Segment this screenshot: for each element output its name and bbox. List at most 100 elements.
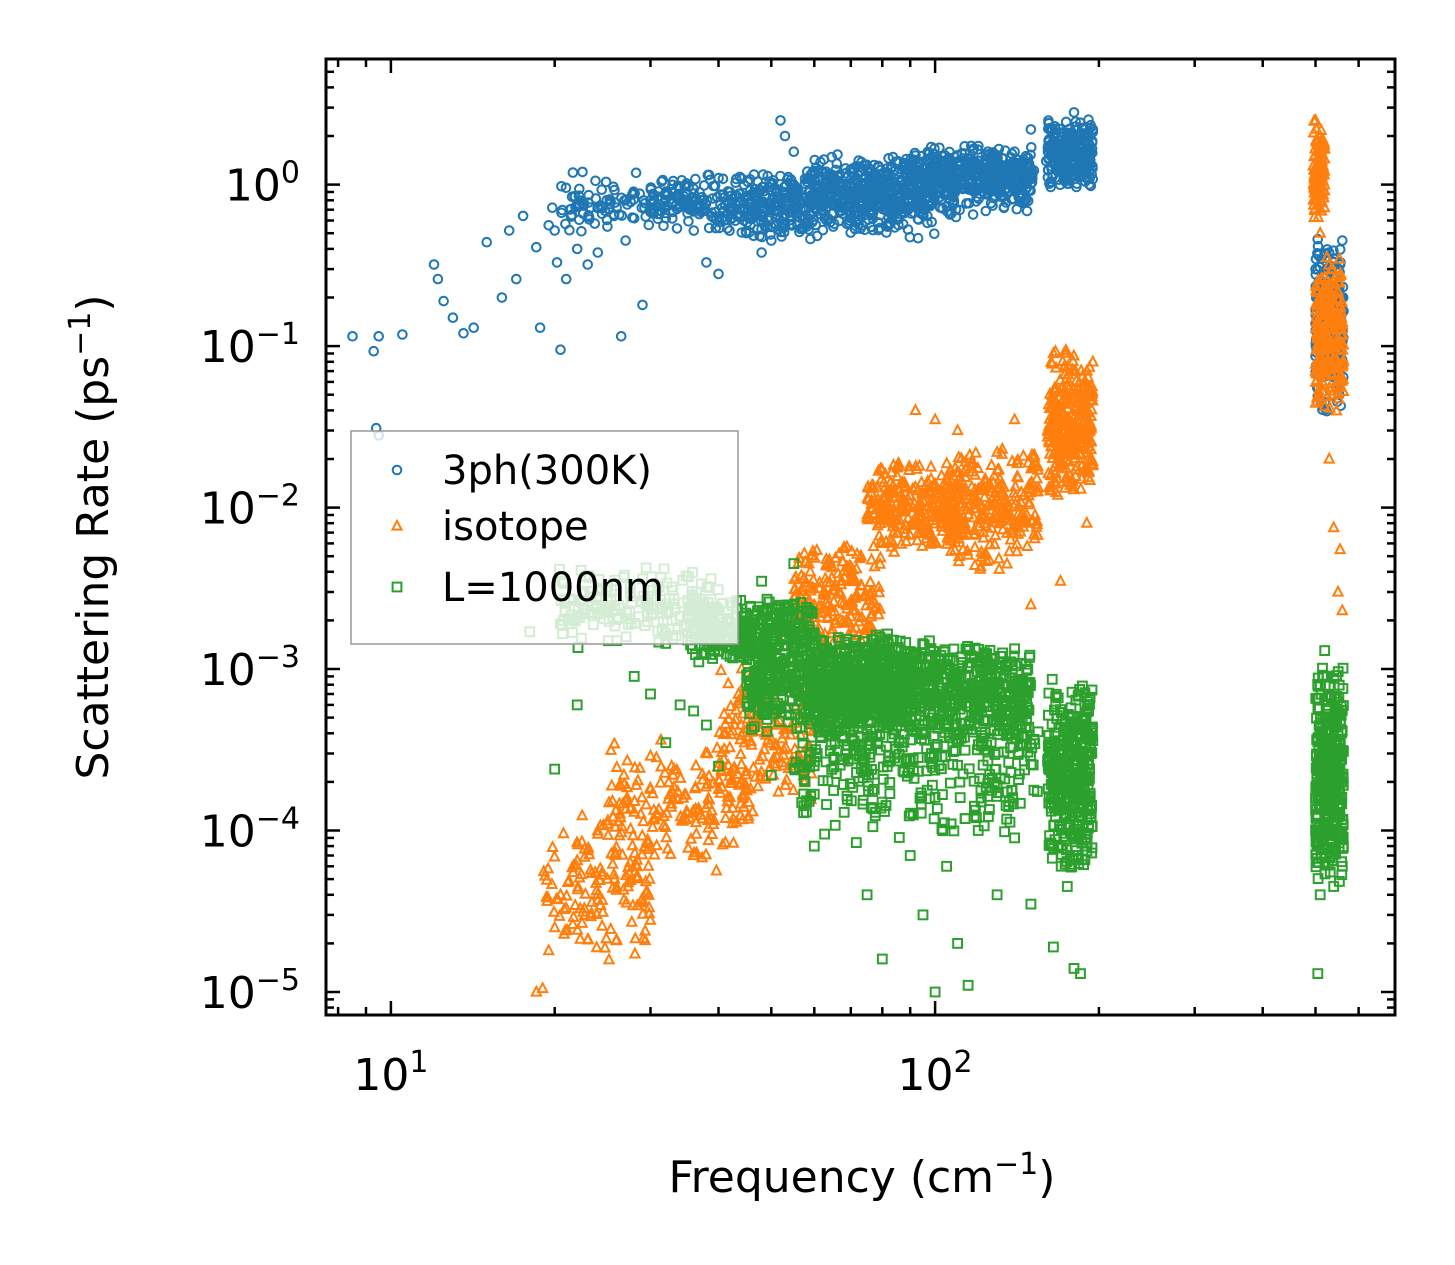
data-point	[844, 177, 856, 189]
data-point	[887, 185, 898, 196]
data-point	[923, 199, 934, 211]
data-point	[750, 191, 762, 202]
data-point	[600, 176, 612, 188]
data-point	[1017, 197, 1029, 209]
data-point	[778, 222, 789, 234]
data-point	[703, 222, 715, 234]
data-point	[683, 216, 694, 227]
data-point	[809, 193, 820, 205]
data-point	[730, 215, 741, 227]
series-0	[347, 107, 1349, 441]
data-point	[888, 166, 900, 177]
data-point	[698, 180, 710, 191]
data-point	[752, 224, 763, 235]
data-point	[751, 206, 763, 218]
data-point	[968, 143, 980, 154]
data-point	[985, 197, 997, 209]
data-point	[1026, 142, 1037, 153]
data-point	[690, 173, 701, 185]
data-point	[924, 147, 935, 159]
data-point	[846, 200, 858, 211]
data-point	[702, 169, 714, 181]
data-point	[560, 182, 572, 194]
data-point	[961, 198, 972, 209]
data-point	[926, 216, 938, 228]
data-point	[889, 222, 901, 233]
data-point	[912, 232, 924, 244]
data-point	[903, 194, 914, 205]
data-point	[714, 222, 725, 234]
data-point	[656, 176, 667, 187]
data-point	[883, 202, 895, 214]
data-point	[894, 163, 906, 175]
data-point	[981, 154, 992, 165]
data-point	[987, 178, 999, 189]
data-point	[826, 151, 838, 163]
data-point	[627, 189, 638, 200]
data-point	[756, 223, 767, 235]
data-point	[959, 141, 971, 152]
data-point	[659, 207, 671, 219]
data-point	[622, 199, 633, 210]
data-point	[643, 219, 655, 231]
data-point	[925, 141, 937, 153]
data-point	[944, 194, 956, 206]
data-point	[609, 197, 621, 208]
data-point	[971, 196, 982, 207]
data-point	[915, 166, 927, 178]
data-point	[667, 213, 678, 224]
data-point	[1018, 170, 1030, 182]
data-point	[770, 186, 782, 197]
data-point	[922, 217, 933, 229]
data-point	[875, 164, 886, 176]
data-point	[583, 211, 595, 223]
data-point	[717, 173, 729, 185]
data-point	[660, 186, 672, 197]
data-point	[708, 212, 720, 224]
data-point	[852, 169, 864, 181]
data-point	[583, 189, 595, 201]
data-point	[988, 164, 999, 176]
data-point	[816, 205, 828, 217]
data-point	[765, 197, 777, 209]
data-point	[658, 197, 670, 209]
data-point	[982, 166, 994, 177]
data-point	[939, 159, 950, 171]
data-point	[673, 201, 685, 213]
data-point	[716, 202, 728, 214]
data-point	[710, 222, 722, 234]
data-point	[967, 209, 979, 220]
data-point	[789, 200, 800, 212]
data-point	[826, 169, 838, 181]
data-point	[574, 183, 585, 195]
data-point	[567, 167, 579, 178]
data-point	[871, 199, 882, 211]
data-point	[845, 227, 857, 238]
data-point	[772, 191, 783, 203]
data-point	[802, 173, 813, 185]
data-point	[853, 187, 864, 198]
data-point	[798, 223, 809, 234]
data-point	[844, 194, 855, 205]
data-point	[909, 147, 921, 159]
data-point	[744, 174, 756, 185]
data-point	[557, 204, 568, 216]
data-point	[671, 223, 683, 234]
data-point	[590, 175, 601, 187]
data-point	[777, 192, 789, 203]
data-point	[1019, 196, 1030, 207]
data-point	[958, 165, 970, 176]
data-point	[765, 204, 777, 215]
data-point	[832, 189, 843, 200]
data-point	[744, 212, 756, 224]
data-point	[817, 224, 829, 236]
data-point	[573, 214, 585, 226]
data-point	[902, 224, 914, 235]
data-point	[1027, 167, 1038, 178]
data-point	[730, 199, 742, 211]
data-point	[833, 201, 844, 213]
data-point	[630, 167, 642, 179]
data-point	[589, 218, 601, 229]
data-point	[867, 169, 879, 181]
data-point	[875, 185, 887, 196]
